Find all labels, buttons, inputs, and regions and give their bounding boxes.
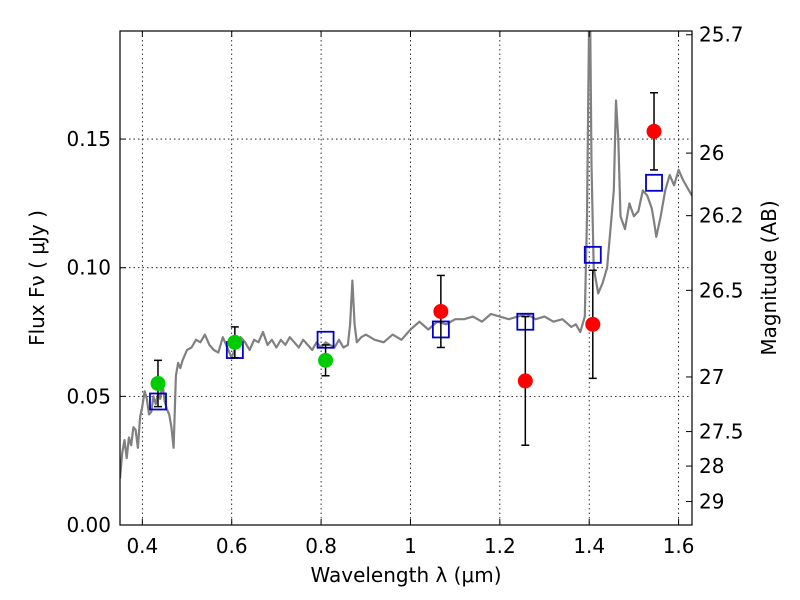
plot-area	[120, 31, 692, 479]
x-axis-label: Wavelength λ (μm)	[310, 563, 501, 587]
y-axis-label: Flux Fν ( μJy )	[25, 210, 49, 346]
y-axis-right-label: Magnitude (AB)	[757, 200, 781, 355]
mag-tick-label: 28	[699, 454, 724, 478]
plot-frame	[119, 30, 693, 526]
photometry-point	[646, 123, 662, 139]
x-tick-label: 0.6	[216, 534, 248, 558]
y-tick-label: 0.15	[66, 127, 111, 151]
y-tick-label: 0.00	[66, 513, 111, 537]
mag-tick-label: 29	[699, 490, 724, 514]
ticks: 0.4 0.6 0.8 1 1.2 1.4 1.6 0.00 0.05 0.10 0.15 25.7 2…	[66, 23, 743, 558]
x-tick-label: 1	[404, 534, 417, 558]
x-tick-label: 0.4	[126, 534, 158, 558]
mag-tick-label: 26.5	[699, 278, 744, 302]
photometry-point	[318, 352, 334, 368]
photometry-point	[517, 373, 533, 389]
photometry-point	[150, 375, 166, 391]
mag-tick-label: 25.7	[699, 23, 744, 47]
y-tick-label: 0.10	[66, 256, 111, 280]
grid	[120, 31, 692, 526]
photometry-point	[433, 303, 449, 319]
x-tick-label: 1.2	[484, 534, 516, 558]
model-square-point	[645, 173, 663, 192]
mag-tick-label: 27	[699, 365, 724, 389]
x-tick-label: 1.6	[663, 534, 695, 558]
photometry-point	[585, 316, 601, 332]
y-tick-label: 0.05	[66, 384, 111, 408]
mag-tick-label: 27.5	[699, 420, 744, 444]
mag-tick-label: 26	[699, 141, 724, 165]
model-square-point	[583, 245, 602, 264]
x-tick-label: 1.4	[573, 534, 605, 558]
x-tick-label: 0.8	[305, 534, 337, 558]
mag-tick-label: 26.2	[699, 204, 744, 228]
spectrum-line	[120, 31, 692, 479]
photometry-point	[227, 334, 243, 350]
